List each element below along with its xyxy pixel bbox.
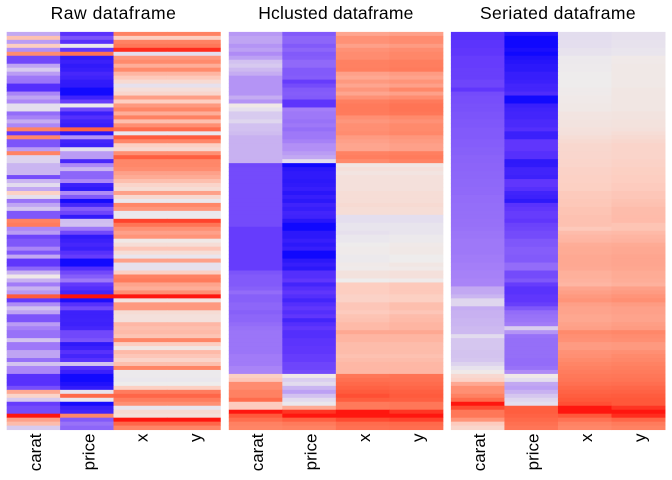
svg-text:y: y bbox=[186, 433, 205, 442]
svg-text:x: x bbox=[133, 433, 152, 442]
svg-text:price: price bbox=[524, 434, 543, 471]
svg-text:price: price bbox=[79, 434, 98, 471]
svg-text:carat: carat bbox=[26, 433, 45, 471]
svg-text:y: y bbox=[409, 433, 428, 442]
svg-text:price: price bbox=[302, 434, 321, 471]
svg-text:Raw dataframe: Raw dataframe bbox=[51, 3, 177, 23]
svg-text:x: x bbox=[577, 433, 596, 442]
svg-text:carat: carat bbox=[248, 433, 267, 471]
svg-text:y: y bbox=[631, 433, 650, 442]
svg-text:carat: carat bbox=[470, 433, 489, 471]
svg-text:x: x bbox=[355, 433, 374, 442]
svg-text:Seriated dataframe: Seriated dataframe bbox=[480, 3, 636, 23]
svg-text:Hclusted dataframe: Hclusted dataframe bbox=[258, 3, 413, 23]
